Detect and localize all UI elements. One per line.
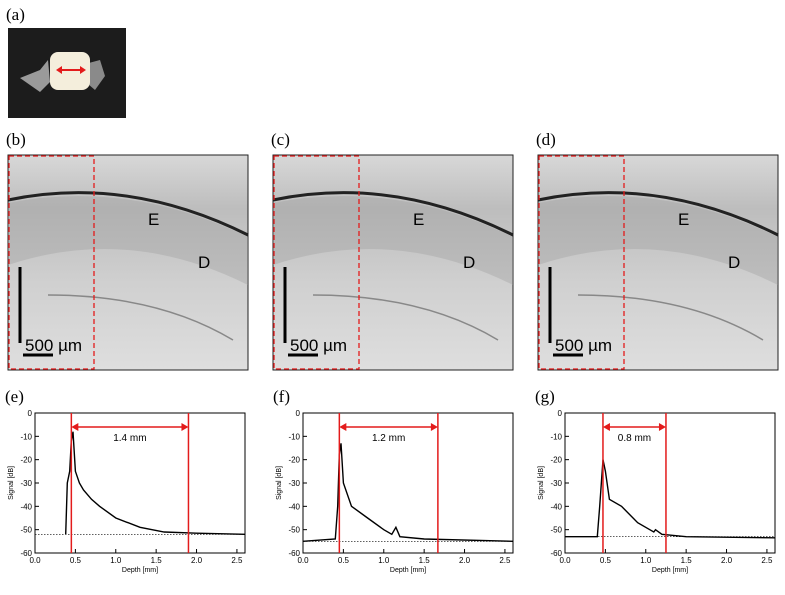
y-tick-label: -20 (288, 456, 300, 465)
roi-box (8, 155, 95, 370)
plot-frame (564, 412, 776, 554)
tissue-shade (273, 195, 513, 285)
y-tick-label: -60 (550, 549, 562, 558)
range-label: 0.8 mm (618, 433, 651, 444)
x-tick-label: 2.0 (721, 556, 733, 565)
tissue-shade (538, 195, 778, 285)
panel-label: (a) (6, 5, 25, 24)
y-tick-label: -50 (550, 526, 562, 535)
y-tick-label: -40 (20, 502, 32, 511)
signal-line (302, 443, 514, 542)
y-tick-label: -10 (550, 432, 562, 441)
label-d: D (198, 253, 210, 272)
y-tick-label: -20 (20, 456, 32, 465)
dej-line (47, 294, 234, 341)
x-tick-label: 0.5 (338, 556, 350, 565)
panel-label: (f) (273, 387, 290, 406)
tissue-surface (272, 191, 514, 237)
oct-image (272, 154, 514, 371)
y-tick-label: -60 (288, 549, 300, 558)
x-tick-label: 0.0 (297, 556, 309, 565)
dej-line (577, 294, 764, 341)
x-tick-label: 1.0 (378, 556, 390, 565)
x-tick-label: 0.0 (559, 556, 571, 565)
signal-line (565, 459, 776, 539)
y-tick-label: -10 (20, 432, 32, 441)
y-tick-label: -20 (550, 456, 562, 465)
x-tick-label: 1.5 (419, 556, 431, 565)
roi-box (538, 155, 625, 370)
y-tick-label: -30 (20, 479, 32, 488)
y-tick-label: -60 (20, 549, 32, 558)
x-tick-label: 2.5 (499, 556, 511, 565)
y-tick-label: -10 (288, 432, 300, 441)
tissue-surface (537, 191, 779, 237)
y-tick-label: -50 (288, 526, 300, 535)
y-tick-label: -40 (550, 502, 562, 511)
dej-line (312, 294, 499, 341)
oct-image (537, 154, 779, 371)
tissue-shade (8, 195, 248, 285)
x-axis-label: Depth [mm] (122, 567, 158, 574)
panel-label: (c) (271, 130, 290, 149)
x-tick-label: 1.5 (151, 556, 163, 565)
scale-label: 500 µm (290, 336, 347, 355)
roi-box (273, 155, 360, 370)
y-axis-label: Signal [dB] (8, 466, 15, 500)
x-tick-label: 1.0 (640, 556, 652, 565)
y-tick-label: 0 (558, 409, 563, 418)
x-tick-label: 2.5 (231, 556, 243, 565)
arrow-heads (602, 423, 666, 431)
scale-label: 500 µm (555, 336, 612, 355)
label-d: D (463, 253, 475, 272)
x-tick-label: 0.5 (70, 556, 82, 565)
x-tick-label: 2.0 (191, 556, 203, 565)
x-tick-label: 2.0 (459, 556, 471, 565)
x-tick-label: 2.5 (761, 556, 773, 565)
y-tick-label: -30 (550, 479, 562, 488)
plot-frame (302, 412, 514, 554)
label-e: E (678, 210, 689, 229)
label-e: E (413, 210, 424, 229)
x-tick-label: 0.0 (29, 556, 41, 565)
x-axis-label: Depth [mm] (390, 567, 426, 574)
y-axis-label: Signal [dB] (538, 466, 545, 500)
scale-label: 500 µm (25, 336, 82, 355)
y-tick-label: 0 (28, 409, 33, 418)
label-e: E (148, 210, 159, 229)
range-label: 1.2 mm (372, 433, 405, 444)
panel-label: (d) (536, 130, 556, 149)
y-tick-label: -40 (288, 502, 300, 511)
panel-label: (g) (535, 387, 555, 406)
y-tick-label: -30 (288, 479, 300, 488)
range-label: 1.4 mm (113, 433, 146, 444)
signal-line (65, 431, 246, 535)
x-tick-label: 1.0 (110, 556, 122, 565)
panel-label: (e) (5, 387, 24, 406)
x-axis-label: Depth [mm] (652, 567, 688, 574)
tissue-surface (7, 191, 249, 237)
label-d: D (728, 253, 740, 272)
y-tick-label: 0 (296, 409, 301, 418)
panel-label: (b) (6, 130, 26, 149)
photo (8, 28, 126, 118)
y-axis-label: Signal [dB] (276, 466, 283, 500)
y-tick-label: -50 (20, 526, 32, 535)
x-tick-label: 0.5 (600, 556, 612, 565)
x-tick-label: 1.5 (681, 556, 693, 565)
oct-image (7, 154, 249, 371)
